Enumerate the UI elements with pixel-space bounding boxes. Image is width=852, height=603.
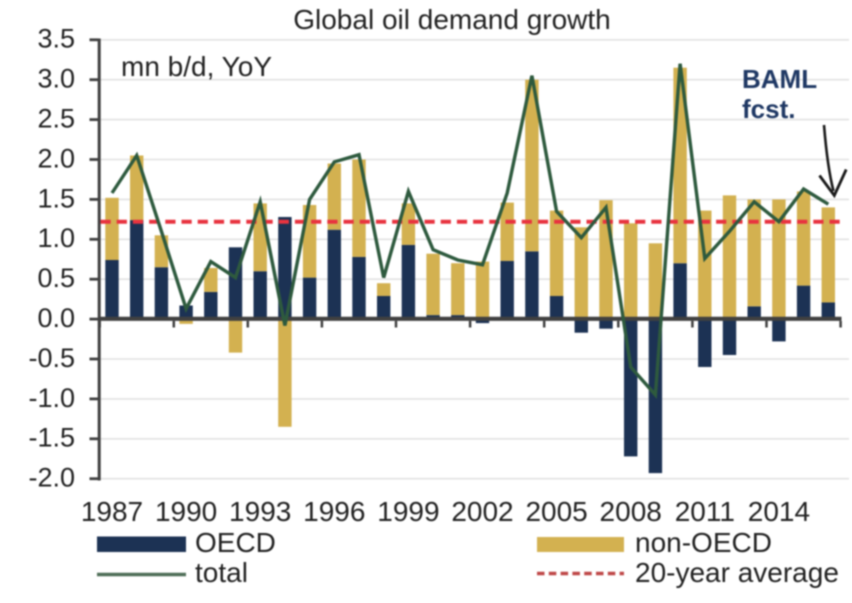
svg-text:-1.5: -1.5 bbox=[28, 423, 75, 453]
svg-text:2011: 2011 bbox=[675, 496, 735, 527]
svg-text:1.0: 1.0 bbox=[37, 223, 75, 253]
svg-text:3.5: 3.5 bbox=[37, 24, 75, 54]
svg-text:BAML: BAML bbox=[742, 64, 817, 94]
svg-text:2005: 2005 bbox=[525, 496, 587, 527]
svg-text:2.5: 2.5 bbox=[37, 104, 75, 134]
svg-text:total: total bbox=[195, 557, 248, 588]
svg-text:2008: 2008 bbox=[600, 496, 662, 527]
svg-text:2014: 2014 bbox=[748, 496, 810, 527]
svg-text:1999: 1999 bbox=[377, 496, 439, 527]
svg-text:1993: 1993 bbox=[229, 496, 291, 527]
svg-text:0.0: 0.0 bbox=[37, 303, 75, 333]
svg-text:1987: 1987 bbox=[81, 496, 143, 527]
svg-text:non-OECD: non-OECD bbox=[635, 527, 772, 558]
svg-text:-0.5: -0.5 bbox=[28, 343, 75, 373]
svg-text:0.5: 0.5 bbox=[37, 263, 75, 293]
svg-text:3.0: 3.0 bbox=[37, 64, 75, 94]
svg-text:2002: 2002 bbox=[451, 496, 513, 527]
svg-text:2.0: 2.0 bbox=[37, 143, 75, 173]
svg-text:1990: 1990 bbox=[155, 496, 217, 527]
svg-text:1996: 1996 bbox=[303, 496, 365, 527]
svg-text:-1.0: -1.0 bbox=[28, 383, 75, 413]
svg-text:-2.0: -2.0 bbox=[28, 463, 75, 493]
svg-text:mn b/d, YoY: mn b/d, YoY bbox=[121, 51, 272, 82]
svg-text:20-year average: 20-year average bbox=[635, 557, 839, 588]
svg-text:Global oil demand growth: Global oil demand growth bbox=[293, 4, 611, 35]
svg-text:1.5: 1.5 bbox=[37, 183, 75, 213]
svg-text:OECD: OECD bbox=[195, 527, 276, 558]
svg-text:fcst.: fcst. bbox=[742, 94, 795, 124]
